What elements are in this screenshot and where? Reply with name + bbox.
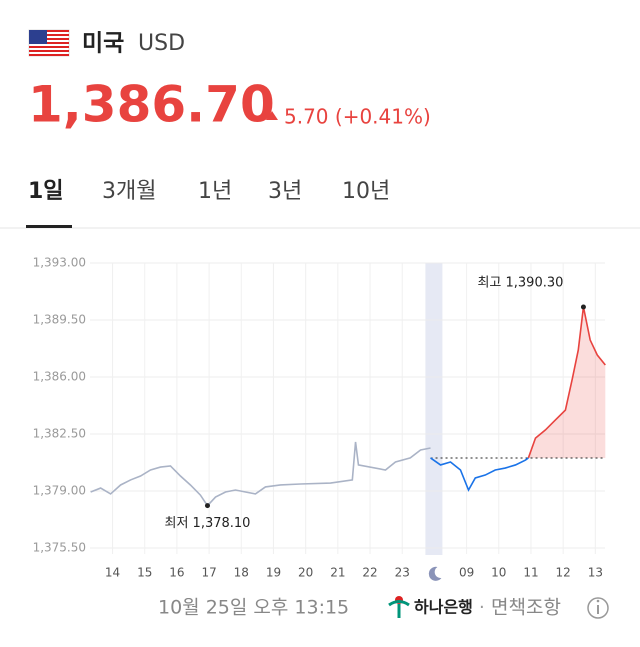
us-flag: [28, 29, 70, 57]
x-tick-label: 20: [298, 566, 313, 580]
price: 1,386.70: [28, 76, 275, 134]
tab[interactable]: 10년: [342, 179, 390, 204]
x-tick-label: 17: [201, 566, 216, 580]
change: 5.70 (+0.41%): [284, 105, 431, 129]
y-tick-label: 1,379.00: [33, 484, 86, 498]
price-line: [430, 457, 529, 492]
y-tick-label: 1,386.00: [33, 370, 86, 384]
y-tick-label: 1,382.50: [33, 427, 86, 441]
x-tick-label: 21: [330, 566, 345, 580]
x-tick-label: 23: [395, 566, 410, 580]
night-band: [425, 263, 443, 555]
x-tick-label: 13: [588, 566, 603, 580]
y-tick-label: 1,375.50: [33, 541, 86, 555]
chart: 1,393.00 1,389.50 1,386.00 1,382.50 1,379.00…: [33, 256, 606, 581]
tabs: 1일 3개월 1년 3년 10년: [28, 179, 390, 204]
x-tick-label: 11: [523, 566, 538, 580]
x-tick-label: 22: [362, 566, 377, 580]
disclaimer[interactable]: 면책조항: [491, 597, 561, 619]
country: 미국: [82, 31, 124, 57]
y-tick-label: 1,389.50: [33, 313, 86, 327]
info-icon[interactable]: [587, 597, 609, 619]
tab[interactable]: 3개월: [102, 179, 156, 204]
area-fill: [528, 306, 606, 458]
x-tick-label: 18: [234, 566, 249, 580]
x-tick-label: 15: [137, 566, 152, 580]
x-tick-label: 12: [556, 566, 571, 580]
moon-icon: [428, 566, 442, 581]
timestamp: 10월 25일 오후 13:15: [158, 597, 349, 619]
price-line: [527, 306, 606, 459]
x-tick-label: 09: [459, 566, 474, 580]
currency: USD: [138, 31, 185, 56]
tab[interactable]: 1일: [28, 179, 64, 204]
x-tick-label: 19: [266, 566, 281, 580]
annotation-dot: [204, 503, 210, 509]
bank-name: 하나은행: [414, 598, 473, 617]
x-tick-label: 10: [491, 566, 506, 580]
tab[interactable]: 1년: [198, 179, 232, 204]
x-tick-label: 16: [169, 566, 184, 580]
tab-underline: [26, 225, 72, 228]
y-tick-label: 1,393.00: [33, 256, 86, 270]
annotation-label: 최고 1,390.30: [477, 275, 563, 290]
annotation-label: 최저 1,378.10: [165, 516, 251, 531]
bank-logo: [388, 596, 410, 618]
up-arrow: [266, 111, 278, 120]
tab[interactable]: 3년: [268, 179, 302, 204]
x-tick-label: 14: [105, 566, 120, 580]
annotation-dot: [580, 304, 586, 310]
price-line: [90, 441, 431, 507]
separator: ·: [479, 597, 485, 618]
